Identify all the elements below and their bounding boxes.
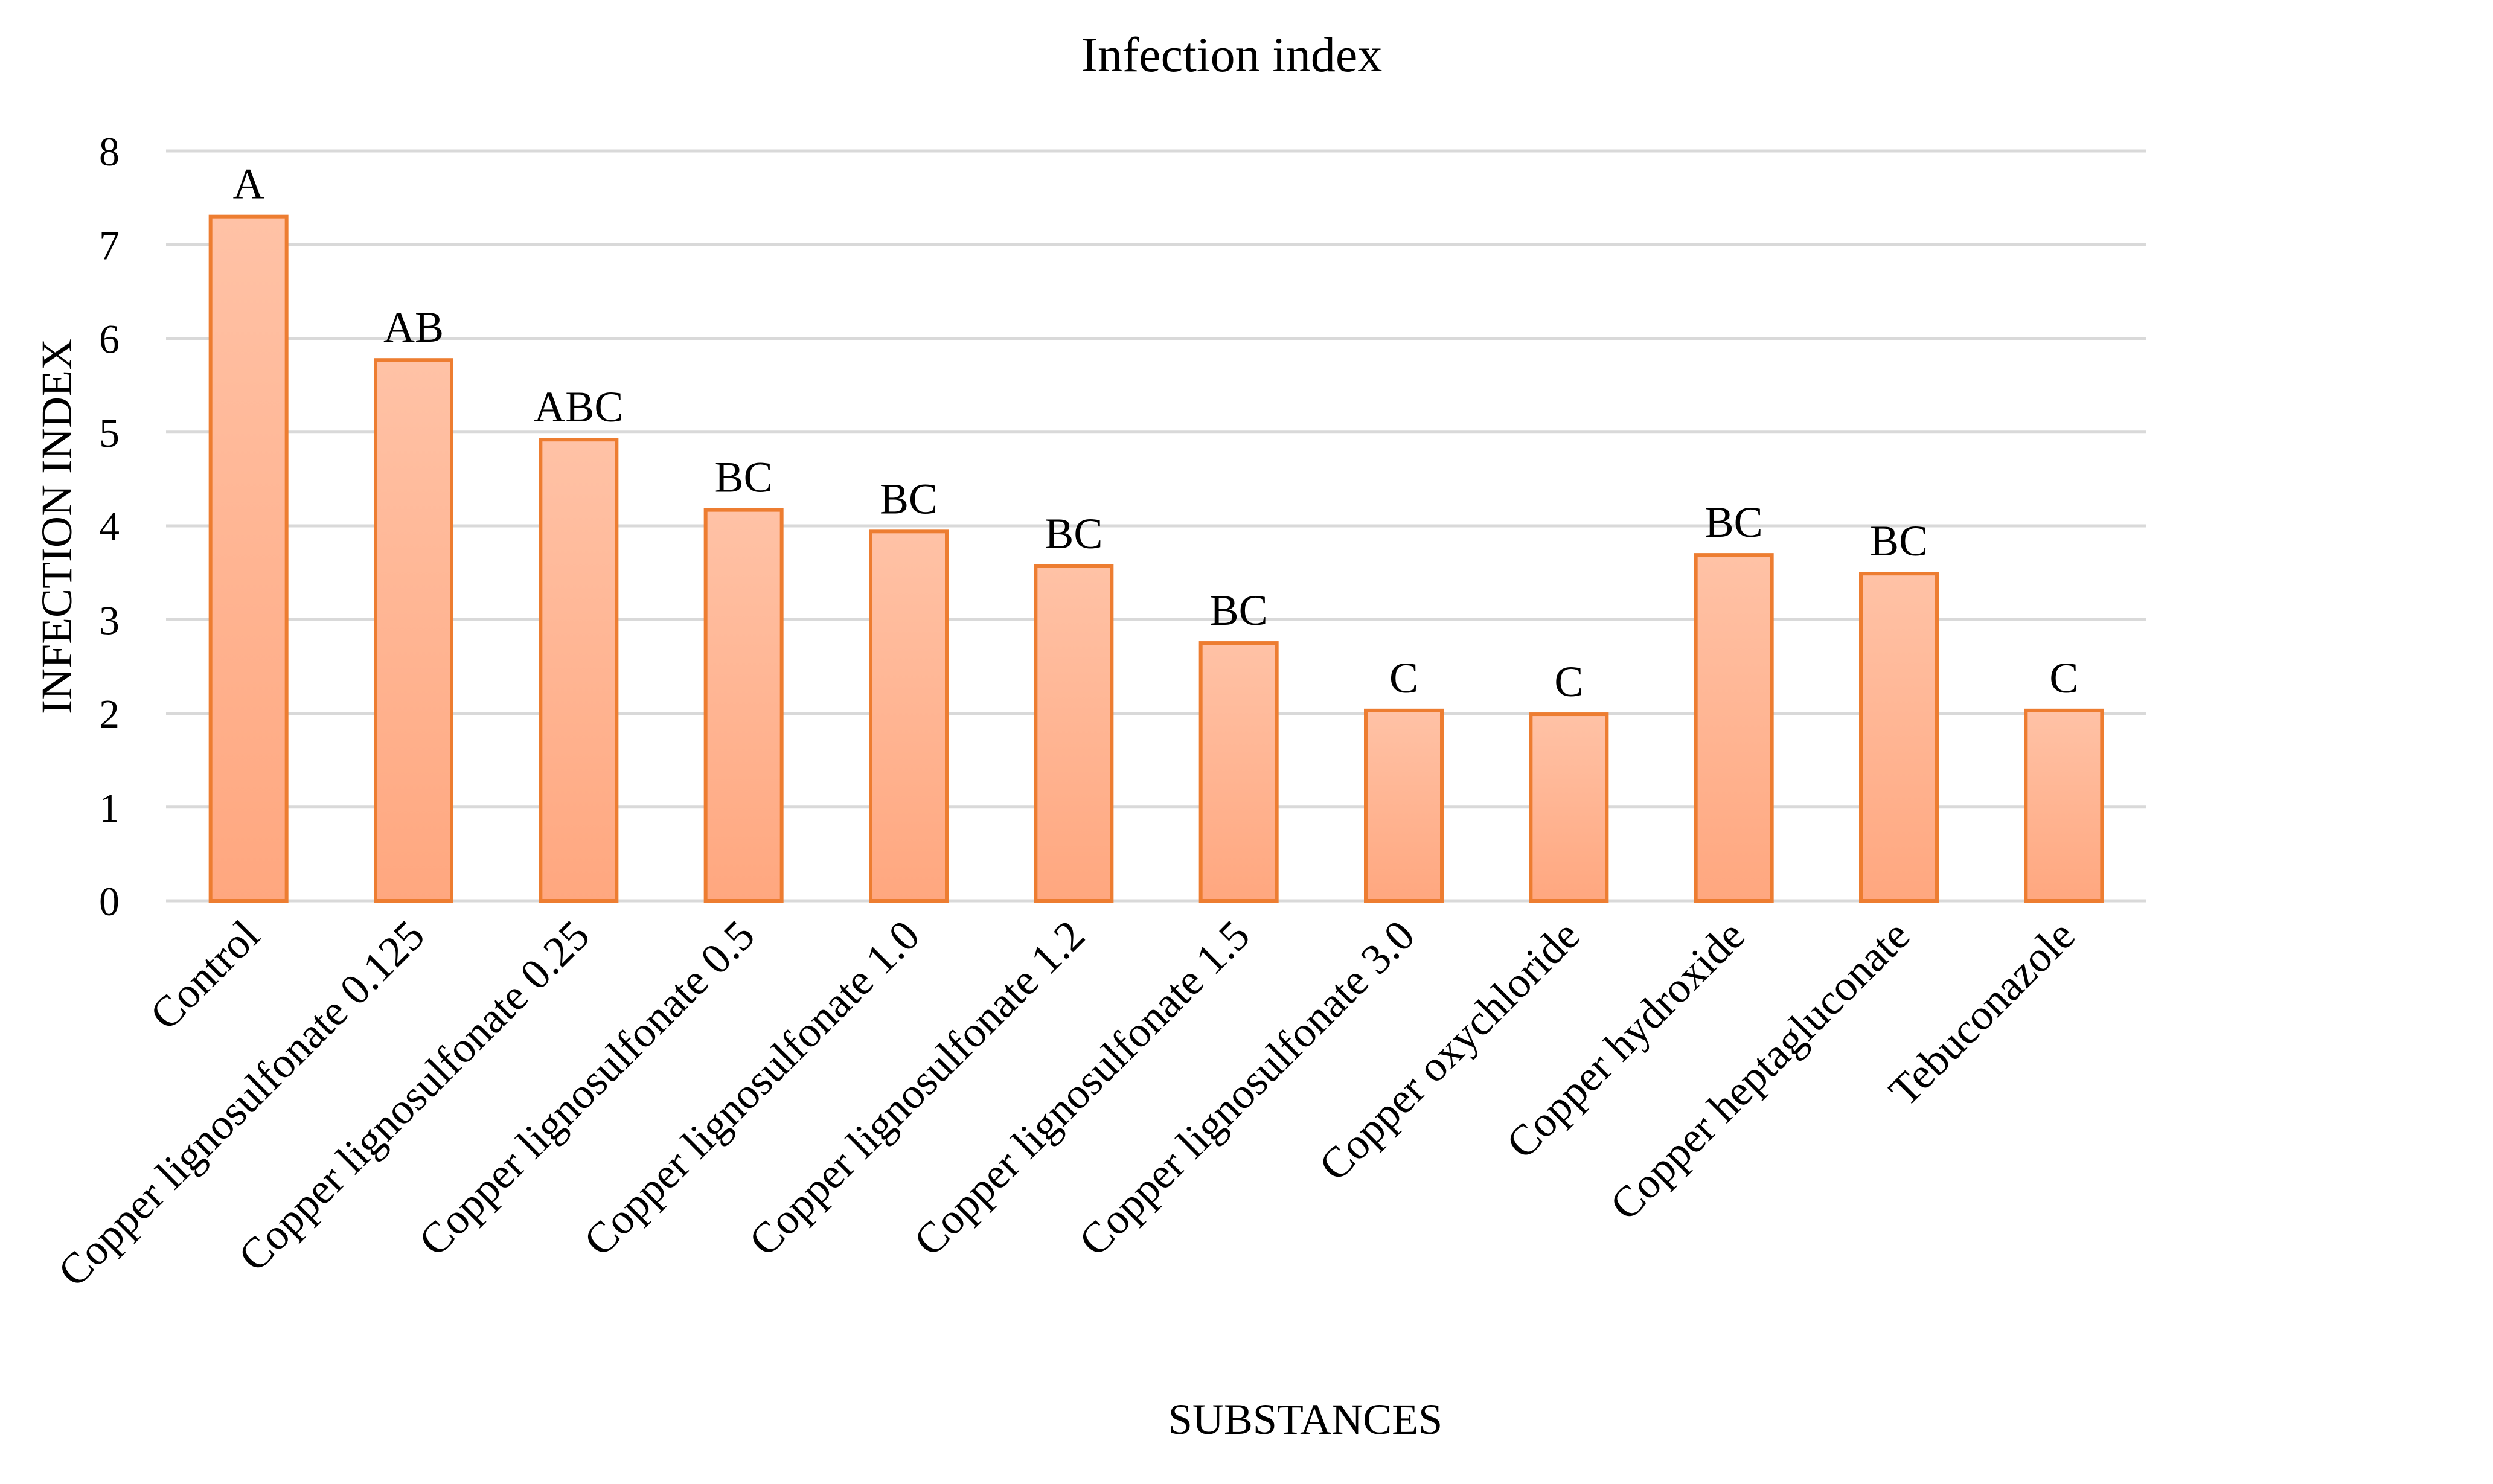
gridlines (166, 149, 2146, 903)
bar-3 (539, 438, 619, 903)
x-category-label: Copper lignosulfonate 1.0 (574, 911, 929, 1265)
y-tick-label: 2 (99, 691, 120, 737)
significance-letter: ABC (534, 383, 623, 431)
significance-letter: BC (880, 475, 938, 523)
significance-letter: A (233, 160, 264, 208)
x-category-label: Copper lignosulfonate 0.5 (409, 911, 764, 1265)
x-category-label: Copper lignosulfonate 1.2 (740, 911, 1094, 1265)
significance-letter: AB (383, 303, 444, 351)
bar-7 (1198, 641, 1279, 903)
bars (208, 214, 2104, 903)
significance-letter: BC (1870, 517, 1928, 565)
x-category-label: Copper lignosulfonate 1.5 (904, 911, 1259, 1265)
y-tick-label: 4 (99, 504, 120, 549)
x-category-label: Control (141, 911, 269, 1039)
chart-title: Infection index (1081, 27, 1383, 82)
y-tick-label: 6 (99, 316, 120, 362)
x-category-label: Copper lignosulfonate 0.25 (229, 911, 598, 1281)
x-category-label: Copper heptagluconate (1601, 911, 1919, 1229)
significance-letter: BC (1045, 510, 1102, 558)
significance-letter: C (1554, 657, 1583, 706)
bar-9 (1529, 712, 1609, 903)
significance-letter: C (2049, 654, 2078, 702)
y-axis-ticks: 0 1 2 3 4 5 6 7 8 (99, 129, 120, 924)
significance-letter: C (1389, 654, 1418, 702)
significance-letter: BC (715, 453, 773, 502)
bar-4 (703, 508, 784, 903)
y-tick-label: 8 (99, 129, 120, 174)
significance-letter: BC (1210, 586, 1268, 635)
bar-10 (1694, 553, 1774, 903)
y-tick-label: 1 (99, 785, 120, 831)
x-category-label: Copper lignosulfonate 3.0 (1069, 911, 1424, 1265)
bar-5 (869, 529, 949, 903)
y-axis-title: INFECTION INDEX (33, 339, 81, 714)
bar-6 (1034, 564, 1114, 903)
bar-11 (1859, 572, 1939, 903)
bar-8 (1364, 708, 1444, 903)
bar-1 (208, 214, 289, 903)
y-tick-label: 7 (99, 222, 120, 268)
significance-letters: A AB ABC BC BC BC BC C C BC BC C (233, 160, 2079, 706)
y-tick-label: 3 (99, 597, 120, 643)
x-axis-title: SUBSTANCES (1168, 1395, 1442, 1444)
bar-12 (2024, 708, 2104, 903)
y-tick-label: 0 (99, 878, 120, 924)
bar-2 (374, 358, 453, 903)
y-tick-label: 5 (99, 410, 120, 456)
significance-letter: BC (1705, 498, 1763, 546)
